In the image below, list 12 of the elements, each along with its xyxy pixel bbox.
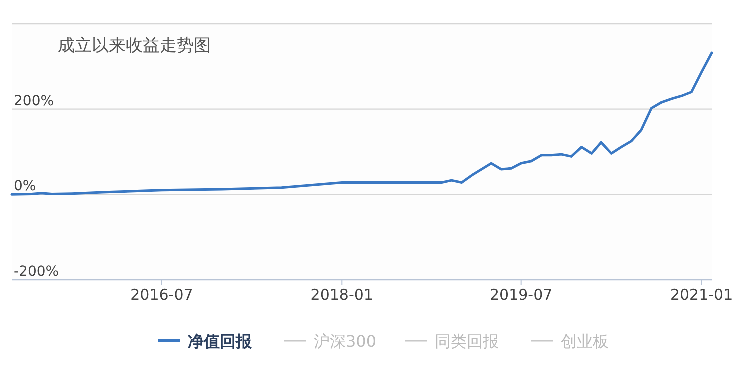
y-tick-label: -200% — [14, 264, 60, 280]
x-tick-label: 2019-07 — [490, 286, 553, 304]
legend-label: 创业板 — [561, 332, 609, 351]
legend-label: 净值回报 — [188, 332, 253, 351]
text: 成立以来收益走势图 — [58, 36, 211, 56]
x-tick-label: 2021-01 — [670, 286, 732, 304]
legend-label: 沪深300 — [314, 332, 377, 351]
y-tick-label: 0% — [14, 178, 36, 195]
x-tick-label: 2016-07 — [130, 286, 194, 304]
x-tick-label: 2018-01 — [310, 286, 374, 304]
legend-label: 同类回报 — [435, 332, 499, 351]
y-tick-label: 200% — [14, 93, 54, 110]
